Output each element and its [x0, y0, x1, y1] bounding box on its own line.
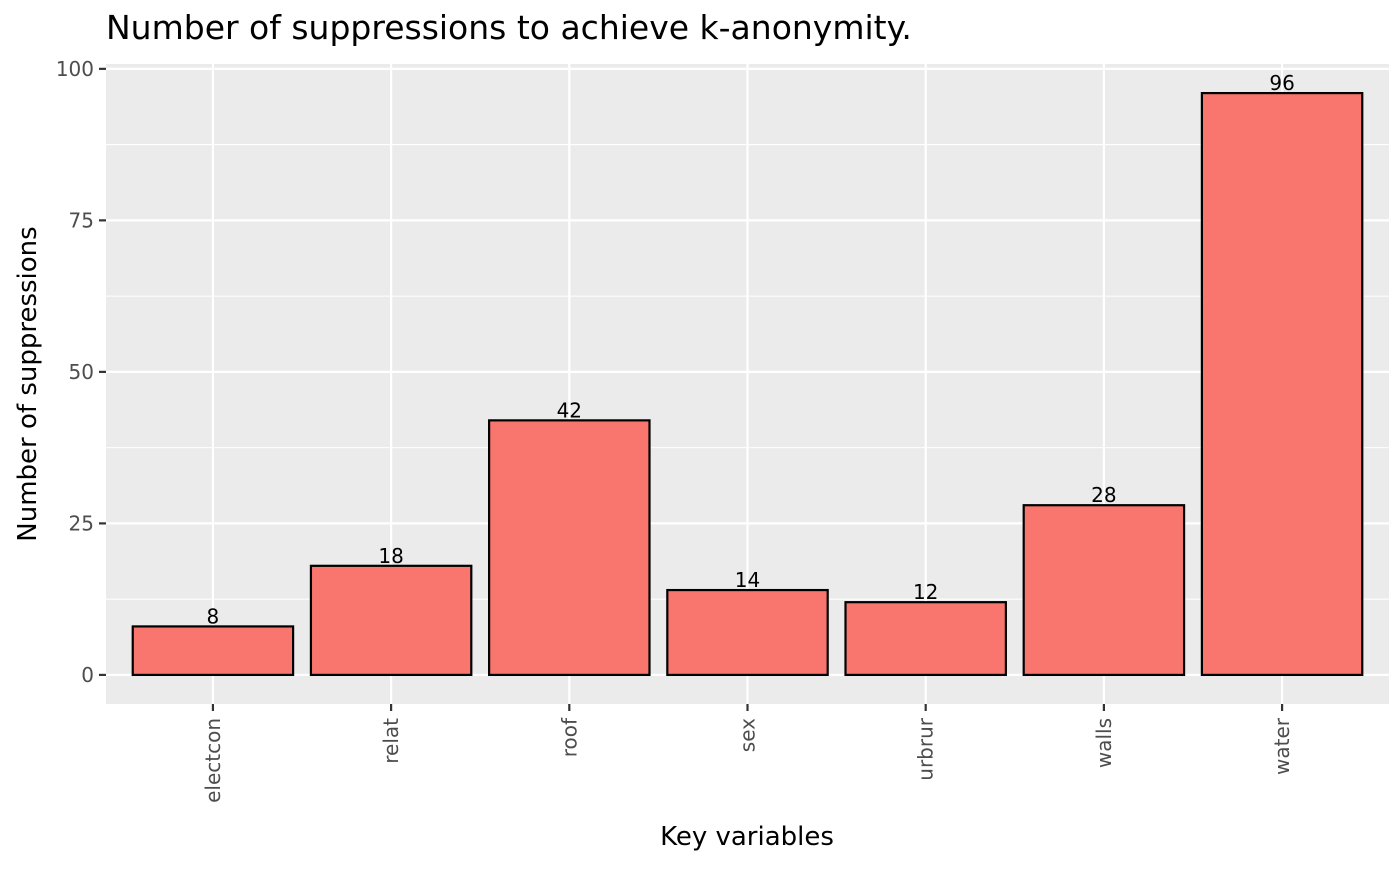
y-tick-label: 25	[69, 511, 94, 535]
x-axis: electcon relat roof sex urbrur walls water	[201, 704, 1294, 803]
y-tick-label: 50	[69, 360, 94, 384]
y-tick-label: 75	[69, 208, 94, 232]
data-label: 12	[913, 580, 938, 604]
data-label: 96	[1269, 71, 1294, 95]
data-label: 8	[207, 604, 220, 628]
data-label: 18	[378, 544, 403, 568]
x-tick-label: electcon	[201, 718, 225, 803]
x-tick-label: urbrur	[914, 717, 938, 780]
bar-roof	[488, 419, 651, 677]
data-labels: 8 18 42 14 12 28 96	[207, 71, 1295, 628]
y-tick-label: 100	[56, 57, 94, 81]
x-tick-label: roof	[557, 717, 581, 757]
bar-relat	[309, 564, 473, 677]
bar-sex	[666, 588, 829, 677]
bar-walls	[1022, 504, 1186, 677]
bar-electcon	[131, 625, 295, 677]
y-axis-title: Number of suppressions	[13, 226, 43, 541]
chart-title: Number of suppressions to achieve k-anon…	[106, 8, 912, 47]
x-tick-label: sex	[736, 718, 760, 752]
bar-urbrur	[844, 601, 1007, 677]
x-axis-title: Key variables	[660, 822, 834, 852]
bar-water	[1200, 91, 1364, 677]
data-label: 28	[1091, 483, 1116, 507]
data-label: 42	[557, 398, 582, 422]
bars	[131, 91, 1364, 677]
y-tick-label: 0	[81, 663, 94, 687]
y-axis: 0 25 50 75 100	[56, 57, 106, 687]
data-label: 14	[735, 568, 760, 592]
x-tick-label: relat	[379, 718, 403, 764]
x-tick-label: water	[1270, 717, 1294, 775]
x-tick-label: walls	[1092, 718, 1116, 768]
